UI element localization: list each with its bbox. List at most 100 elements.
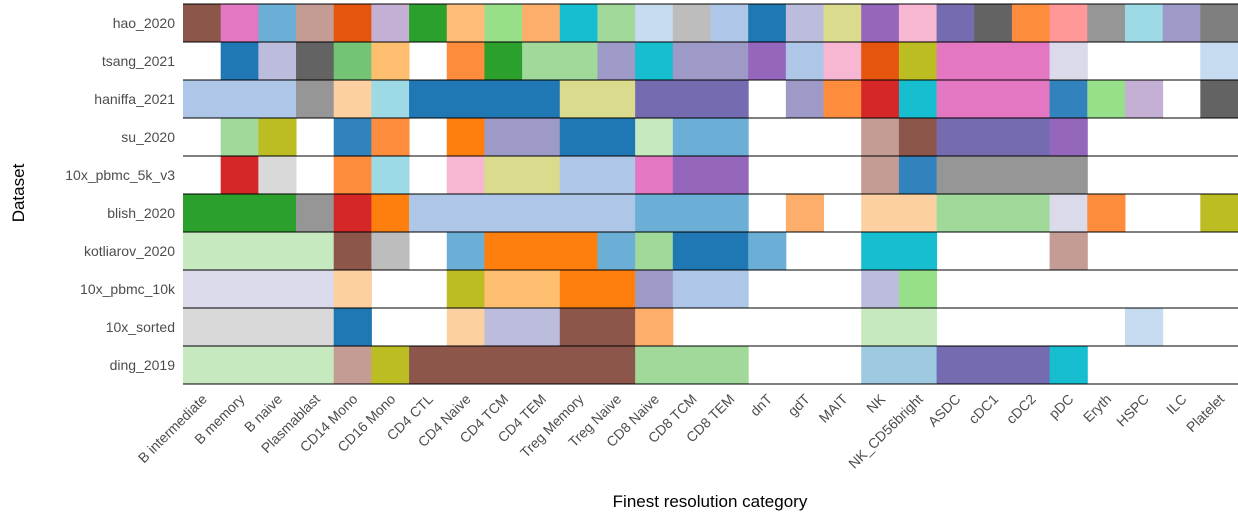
heatmap-cell (635, 232, 674, 270)
heatmap-cell (1087, 194, 1126, 232)
heatmap-cell (484, 118, 561, 156)
heatmap-cell (635, 156, 674, 194)
heatmap-cell (446, 156, 485, 194)
heatmap-cell (258, 156, 297, 194)
heatmap-cell (1049, 4, 1088, 42)
heatmap-cell (898, 118, 938, 156)
heatmap-cell (484, 232, 598, 270)
heatmap-cell (635, 194, 749, 232)
heatmap-cell (597, 4, 636, 42)
heatmap-cell (635, 118, 674, 156)
heatmap-cell (1049, 346, 1088, 384)
x-tick-label: Eryth (1080, 391, 1114, 425)
heatmap-cell (409, 346, 636, 384)
heatmap-cell (220, 118, 259, 156)
x-tick-label: dnT (747, 390, 776, 419)
y-tick-label: blish_2020 (107, 205, 175, 221)
heatmap-cell (559, 270, 636, 308)
heatmap-cell (710, 4, 749, 42)
heatmap-cell (672, 156, 749, 194)
heatmap-cell (898, 42, 938, 80)
heatmap-cell (559, 118, 636, 156)
heatmap-cell (1049, 80, 1088, 118)
heatmap-cell (1200, 80, 1238, 118)
heatmap-cell (785, 194, 825, 232)
heatmap-cell (446, 42, 485, 80)
heatmap-cell (898, 80, 938, 118)
heatmap-cell (296, 4, 335, 42)
x-tick-label: pDC (1045, 391, 1076, 422)
heatmap-cell (484, 270, 561, 308)
heatmap-cell (635, 4, 674, 42)
y-tick-label: 10x_sorted (106, 319, 175, 335)
heatmap-cell (371, 346, 410, 384)
heatmap-cell (861, 4, 900, 42)
heatmap-cell (1124, 308, 1164, 346)
y-axis-title: Dataset (9, 163, 28, 222)
heatmap-cell (296, 194, 335, 232)
heatmap-cells (183, 4, 1238, 384)
heatmap-cell (823, 4, 862, 42)
heatmap-cell (861, 42, 900, 80)
heatmap-cell (1049, 42, 1088, 80)
heatmap-cell (672, 4, 711, 42)
heatmap-cell (936, 118, 1051, 156)
heatmap-cell (861, 308, 938, 346)
y-tick-label: ding_2019 (110, 357, 176, 373)
heatmap-cell (296, 80, 335, 118)
y-tick-label: tsang_2021 (102, 53, 175, 69)
heatmap-cell (183, 80, 297, 118)
heatmap-cell (371, 42, 410, 80)
heatmap-cell (333, 80, 372, 118)
heatmap-cell (1087, 80, 1126, 118)
heatmap-cell (936, 156, 1088, 194)
heatmap-cell (484, 4, 523, 42)
x-tick-label: ASDC (925, 391, 964, 430)
heatmap-cell (183, 194, 297, 232)
heatmap-cell (861, 270, 900, 308)
heatmap-cell (1049, 194, 1088, 232)
heatmap-cell (258, 42, 297, 80)
heatmap-cell (672, 232, 749, 270)
heatmap-cell (333, 42, 372, 80)
y-tick-label: kotliarov_2020 (84, 243, 175, 259)
heatmap-cell (748, 42, 787, 80)
heatmap-cell (183, 308, 335, 346)
heatmap-cell (559, 156, 636, 194)
y-tick-label: su_2020 (121, 129, 175, 145)
heatmap-cell (1200, 4, 1238, 42)
heatmap-cell (1049, 118, 1088, 156)
heatmap-cell (823, 80, 862, 118)
heatmap-cell (559, 308, 636, 346)
heatmap-cell (333, 118, 372, 156)
heatmap-cell (1200, 42, 1238, 80)
heatmap-cell (1049, 232, 1088, 270)
heatmap-cell (333, 232, 372, 270)
heatmap-cell (861, 118, 900, 156)
heatmap-cell (936, 194, 1051, 232)
heatmap-cell (371, 80, 410, 118)
heatmap-cell (446, 308, 485, 346)
heatmap-cell (1124, 80, 1164, 118)
heatmap-cell (446, 4, 485, 42)
x-tick-label: NK (863, 390, 889, 416)
heatmap-cell (1087, 4, 1126, 42)
heatmap-cell (785, 80, 825, 118)
heatmap-cell (333, 346, 372, 384)
y-tick-label: 10x_pbmc_5k_v3 (65, 167, 175, 183)
heatmap-cell (522, 42, 598, 80)
x-tick-label: MAIT (816, 390, 851, 425)
heatmap-cell (409, 80, 561, 118)
heatmap-cell (446, 118, 485, 156)
heatmap-cell (409, 4, 448, 42)
heatmap-cell (446, 270, 485, 308)
heatmap-cell (371, 232, 410, 270)
heatmap-cell (220, 4, 259, 42)
heatmap-cell (635, 42, 674, 80)
heatmap-cell (936, 80, 1051, 118)
heatmap-cell (861, 156, 900, 194)
y-tick-labels: hao_2020 tsang_2021 haniffa_2021 su_2020 10x… (65, 15, 176, 373)
x-axis-title: Finest resolution category (613, 492, 808, 511)
heatmap-cell (672, 42, 749, 80)
heatmap-cell (333, 156, 372, 194)
